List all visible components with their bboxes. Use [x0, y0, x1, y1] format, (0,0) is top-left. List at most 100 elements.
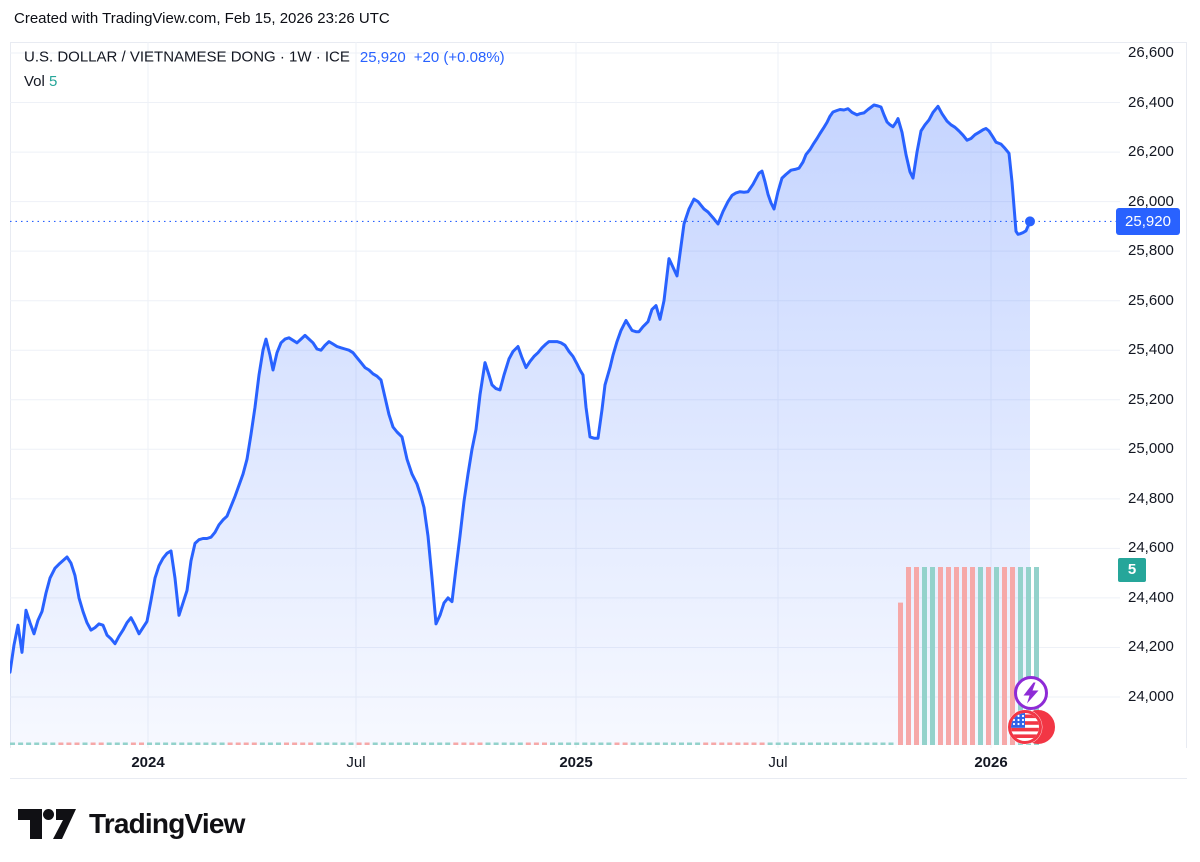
- price-axis-label: 25,000: [1128, 440, 1174, 458]
- volume-baseline-bar: [767, 742, 773, 745]
- volume-baseline-bar: [98, 742, 104, 745]
- volume-baseline-bar: [243, 742, 249, 745]
- volume-baseline-bar: [10, 742, 15, 745]
- volume-baseline-bar: [82, 742, 88, 745]
- volume-baseline-bar: [872, 742, 878, 745]
- volume-baseline-bar: [711, 742, 717, 745]
- volume-baseline-bar: [114, 742, 120, 745]
- price-axis-label: 24,800: [1128, 489, 1174, 507]
- price-axis-label: 24,600: [1128, 539, 1174, 557]
- boost-flash-icon[interactable]: [1012, 674, 1050, 717]
- volume-baseline-bar: [421, 742, 427, 745]
- price-axis-label: 25,600: [1128, 291, 1174, 309]
- volume-baseline-bar: [34, 742, 40, 745]
- volume-baseline-bar: [477, 742, 483, 745]
- volume-axis-tag: 5: [1118, 558, 1146, 582]
- volume-baseline-bar: [880, 742, 886, 745]
- volume-baseline-bar: [582, 742, 588, 745]
- volume-baseline-bar: [791, 742, 797, 745]
- volume-baseline-bar: [759, 742, 765, 745]
- volume-baseline-bar: [203, 742, 209, 745]
- price-axis-label: 24,200: [1128, 638, 1174, 656]
- volume-baseline-bar: [316, 742, 322, 745]
- volume-baseline-bar: [679, 742, 684, 745]
- price-axis-label: 25,200: [1128, 390, 1174, 408]
- volume-bar: [946, 567, 951, 745]
- volume-baseline-bar: [775, 742, 781, 745]
- volume-baseline-bar: [832, 742, 838, 745]
- volume-baseline-bar: [259, 742, 265, 745]
- volume-baseline-bar: [364, 742, 370, 745]
- volume-bar: [938, 567, 943, 745]
- volume-baseline-bar: [356, 742, 362, 745]
- volume-bar: [1018, 567, 1023, 745]
- time-axis-label: 2025: [559, 754, 593, 771]
- chart-legend: U.S. DOLLAR / VIETNAMESE DONG · 1W · ICE…: [24, 48, 505, 90]
- created-with-note: Created with TradingView.com, Feb 15, 20…: [14, 10, 390, 27]
- volume-baseline-bar: [670, 742, 676, 745]
- volume-baseline-bar: [606, 742, 612, 745]
- price-chart-canvas[interactable]: [10, 42, 1120, 778]
- price-change-value: +20 (+0.08%): [413, 48, 505, 66]
- volume-baseline-bar: [179, 742, 185, 745]
- price-axis-label: 25,800: [1128, 242, 1174, 260]
- volume-baseline-bar: [187, 742, 193, 745]
- volume-baseline-bar: [276, 742, 281, 745]
- volume-baseline-bar: [340, 742, 346, 745]
- volume-baseline-bar: [219, 742, 225, 745]
- volume-baseline-bar: [888, 742, 894, 745]
- volume-bar: [930, 567, 935, 745]
- volume-baseline-bar: [26, 742, 32, 745]
- volume-baseline-bar: [267, 742, 273, 745]
- volume-baseline-bar: [501, 742, 507, 745]
- time-axis-label: Jul: [768, 754, 788, 771]
- volume-baseline-bar: [147, 742, 152, 745]
- volume-baseline-bar: [622, 742, 628, 745]
- volume-baseline-bar: [372, 742, 378, 745]
- tradingview-logo-mark: [18, 809, 76, 839]
- volume-baseline-bar: [646, 742, 652, 745]
- time-axis-label: 2024: [131, 754, 165, 771]
- price-axis-label: 26,000: [1128, 192, 1174, 210]
- volume-baseline-bar: [74, 742, 80, 745]
- area-fill: [10, 105, 1030, 745]
- volume-baseline-bar: [66, 742, 72, 745]
- volume-baseline-bar: [558, 742, 564, 745]
- volume-baseline-bar: [404, 742, 410, 745]
- symbol-title[interactable]: U.S. DOLLAR / VIETNAMESE DONG · 1W · ICE: [24, 48, 350, 66]
- volume-baseline-bar: [824, 742, 830, 745]
- time-axis-label: Jul: [346, 754, 366, 771]
- time-axis[interactable]: 2024 Jul 2025 Jul 2026: [10, 748, 1187, 779]
- volume-baseline-bar: [695, 742, 701, 745]
- volume-baseline-bar: [735, 742, 741, 745]
- volume-baseline-bar: [687, 742, 692, 745]
- volume-bar: [970, 567, 975, 745]
- volume-baseline-bar: [517, 742, 523, 745]
- volume-baseline-bar: [542, 742, 547, 745]
- volume-baseline-bar: [413, 742, 418, 745]
- volume-bar: [954, 567, 959, 745]
- volume-baseline-bar: [122, 742, 128, 745]
- volume-bar: [1034, 567, 1039, 745]
- volume-bar: [994, 567, 999, 745]
- volume-baseline-bar: [90, 742, 96, 745]
- volume-baseline-bar: [227, 742, 233, 745]
- tradingview-logo[interactable]: TradingView: [18, 808, 245, 840]
- volume-bar: [962, 567, 967, 745]
- volume-baseline-bar: [566, 742, 572, 745]
- volume-baseline-bar: [380, 742, 386, 745]
- footer: TradingView: [18, 804, 245, 844]
- volume-baseline-bar: [461, 742, 467, 745]
- volume-baseline-bar: [856, 742, 862, 745]
- volume-baseline-bar: [292, 742, 298, 745]
- last-price-value: 25,920: [359, 48, 406, 66]
- volume-baseline-bar: [18, 742, 24, 745]
- volume-bar: [1026, 567, 1031, 745]
- volume-baseline-bar: [703, 742, 709, 745]
- volume-bar: [914, 567, 919, 745]
- volume-legend-label[interactable]: Vol: [24, 72, 45, 90]
- volume-baseline-bar: [429, 742, 435, 745]
- price-line-series: [10, 103, 1032, 674]
- volume-baseline-bar: [574, 742, 580, 745]
- volume-baseline-bar: [840, 742, 846, 745]
